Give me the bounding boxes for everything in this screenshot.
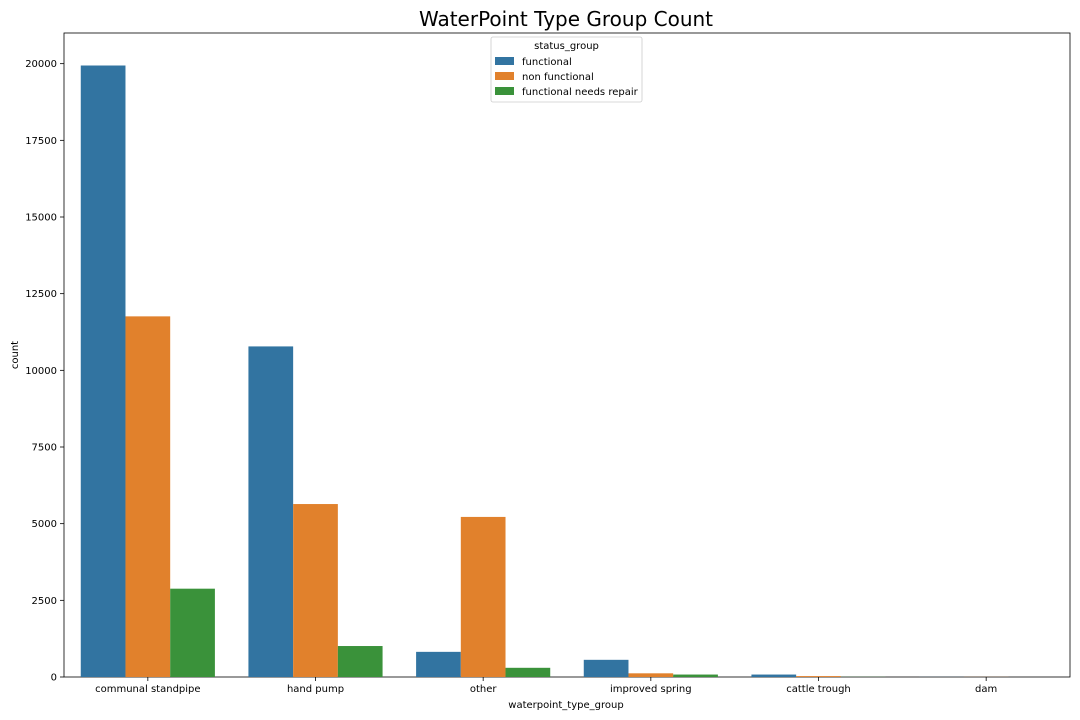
x-axis: communal standpipe hand pump other improved… [95, 677, 997, 695]
legend-box [490, 36, 643, 103]
bar [796, 676, 841, 677]
chart-title: WaterPoint Type Group Count [419, 7, 713, 31]
bar [337, 646, 383, 677]
y-tick-label: 12500 [25, 289, 57, 300]
legend-swatch [495, 57, 514, 65]
y-tick-label: 7500 [32, 443, 57, 454]
x-tick-label: cattle trough [786, 684, 851, 695]
x-tick-label: improved spring [610, 684, 692, 695]
y-tick-label: 17500 [25, 136, 57, 147]
bar [416, 651, 461, 677]
legend-label: functional [522, 57, 572, 68]
bars-group [80, 65, 1009, 678]
x-tick-label: communal standpipe [95, 684, 200, 695]
y-tick-label: 5000 [32, 519, 57, 530]
bar [80, 65, 126, 678]
y-tick-label: 15000 [25, 213, 57, 224]
y-tick-label: 2500 [32, 596, 57, 607]
bar [751, 674, 797, 677]
legend-label: functional needs repair [522, 87, 639, 98]
plot-frame [63, 32, 1071, 678]
bar [460, 516, 506, 677]
legend-swatch [495, 72, 514, 80]
x-tick-label: dam [975, 684, 997, 695]
y-tick-label: 10000 [25, 366, 57, 377]
y-tick-label: 20000 [25, 59, 57, 70]
legend-items: functional non functional functional needs… [495, 57, 639, 98]
bar [673, 674, 718, 677]
bar [628, 673, 674, 677]
bar [125, 316, 171, 677]
bar [293, 504, 338, 677]
bar [248, 346, 294, 677]
legend-label: non functional [522, 72, 594, 83]
legend-title: status_group [534, 41, 599, 52]
bar [505, 667, 551, 677]
y-tick-label: 0 [51, 673, 57, 684]
y-axis-label: count [10, 341, 21, 369]
bar [170, 588, 215, 677]
y-axis: 0 2500 5000 7500 10000 12500 15000 17500 20000 [25, 59, 64, 684]
x-tick-label: other [470, 684, 498, 695]
x-tick-label: hand pump [287, 684, 344, 695]
x-axis-label: waterpoint_type_group [508, 700, 623, 711]
bar [583, 659, 629, 677]
legend-swatch [495, 87, 514, 95]
